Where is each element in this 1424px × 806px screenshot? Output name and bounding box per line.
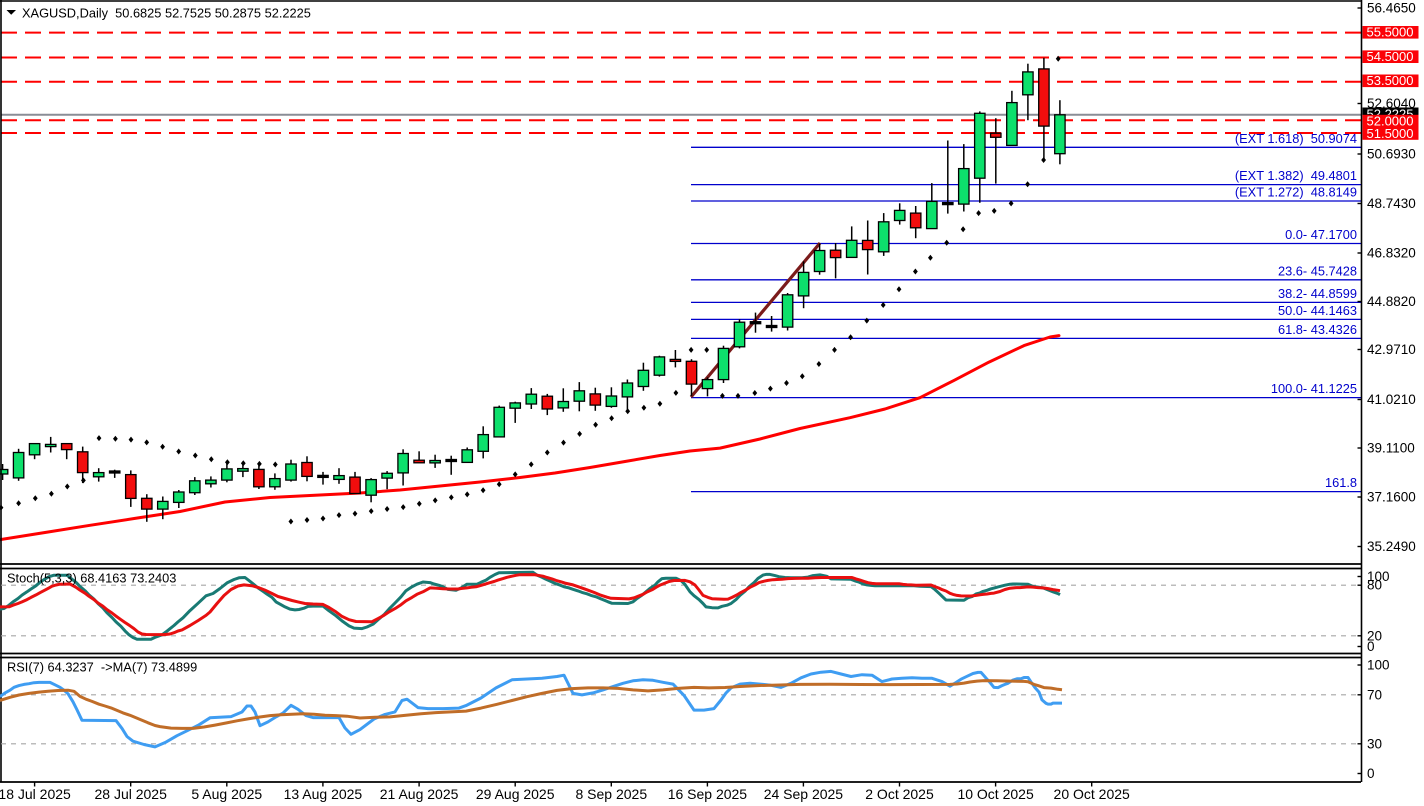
- svg-text:XAGUSD,Daily 50.6825 52.7525: XAGUSD,Daily 50.6825 52.7525 50.2875 52.…: [22, 6, 311, 21]
- svg-text:0: 0: [1367, 639, 1375, 654]
- svg-text:13 Aug 2025: 13 Aug 2025: [284, 786, 363, 802]
- svg-text:100: 100: [1367, 658, 1390, 673]
- svg-text:56.4650: 56.4650: [1367, 1, 1416, 16]
- svg-text:100.0- 41.1225: 100.0- 41.1225: [1271, 381, 1357, 396]
- svg-text:(EXT 1.272) 48.8149: (EXT 1.272) 48.8149: [1235, 185, 1357, 200]
- svg-text:0.0- 47.1700: 0.0- 47.1700: [1285, 227, 1357, 242]
- svg-text:RSI(7) 64.3237 ->MA(7) 73.489: RSI(7) 64.3237 ->MA(7) 73.4899: [7, 660, 197, 675]
- svg-text:Stoch(5,3,3) 68.4163 73.2403: Stoch(5,3,3) 68.4163 73.2403: [7, 571, 176, 586]
- svg-text:41.0210: 41.0210: [1367, 392, 1416, 407]
- svg-text:30: 30: [1367, 736, 1382, 751]
- svg-text:20: 20: [1367, 628, 1382, 643]
- svg-text:18 Jul 2025: 18 Jul 2025: [0, 786, 71, 802]
- svg-text:2 Oct 2025: 2 Oct 2025: [865, 786, 934, 802]
- svg-text:42.9710: 42.9710: [1367, 342, 1416, 357]
- svg-text:(EXT 1.382) 49.4801: (EXT 1.382) 49.4801: [1235, 168, 1357, 183]
- svg-text:23.6- 45.7428: 23.6- 45.7428: [1278, 263, 1357, 278]
- svg-text:10 Oct 2025: 10 Oct 2025: [957, 786, 1033, 802]
- svg-text:35.2490: 35.2490: [1367, 539, 1416, 554]
- svg-text:54.5000: 54.5000: [1367, 49, 1414, 64]
- svg-text:38.2- 44.8599: 38.2- 44.8599: [1278, 286, 1357, 301]
- svg-text:24 Sep 2025: 24 Sep 2025: [764, 786, 844, 802]
- svg-text:37.1600: 37.1600: [1367, 490, 1416, 505]
- svg-text:52.6040: 52.6040: [1367, 96, 1416, 111]
- svg-text:48.7430: 48.7430: [1367, 196, 1416, 211]
- svg-text:161.8: 161.8: [1325, 475, 1357, 490]
- svg-text:70: 70: [1367, 687, 1382, 702]
- svg-text:39.1100: 39.1100: [1367, 441, 1415, 456]
- svg-text:44.8820: 44.8820: [1367, 294, 1416, 309]
- svg-text:21 Aug 2025: 21 Aug 2025: [380, 786, 459, 802]
- svg-text:53.5000: 53.5000: [1367, 73, 1414, 88]
- svg-text:46.8320: 46.8320: [1367, 246, 1416, 261]
- svg-text:5 Aug 2025: 5 Aug 2025: [191, 786, 262, 802]
- svg-text:52.0000: 52.0000: [1367, 113, 1414, 128]
- svg-text:50.6930: 50.6930: [1367, 147, 1416, 162]
- svg-text:8 Sep 2025: 8 Sep 2025: [575, 786, 647, 802]
- svg-text:55.5000: 55.5000: [1367, 25, 1414, 40]
- svg-text:20 Oct 2025: 20 Oct 2025: [1054, 786, 1130, 802]
- svg-text:(EXT 1.618) 50.9074: (EXT 1.618) 50.9074: [1235, 131, 1357, 146]
- svg-text:100: 100: [1367, 569, 1390, 584]
- svg-text:80: 80: [1367, 578, 1382, 593]
- svg-text:29 Aug 2025: 29 Aug 2025: [476, 786, 555, 802]
- svg-text:28 Jul 2025: 28 Jul 2025: [94, 786, 167, 802]
- svg-text:61.8- 43.4326: 61.8- 43.4326: [1278, 322, 1357, 337]
- svg-text:0: 0: [1367, 766, 1375, 781]
- svg-text:50.0- 44.1463: 50.0- 44.1463: [1278, 303, 1357, 318]
- svg-text:16 Sep 2025: 16 Sep 2025: [668, 786, 748, 802]
- svg-text:51.5000: 51.5000: [1367, 126, 1414, 141]
